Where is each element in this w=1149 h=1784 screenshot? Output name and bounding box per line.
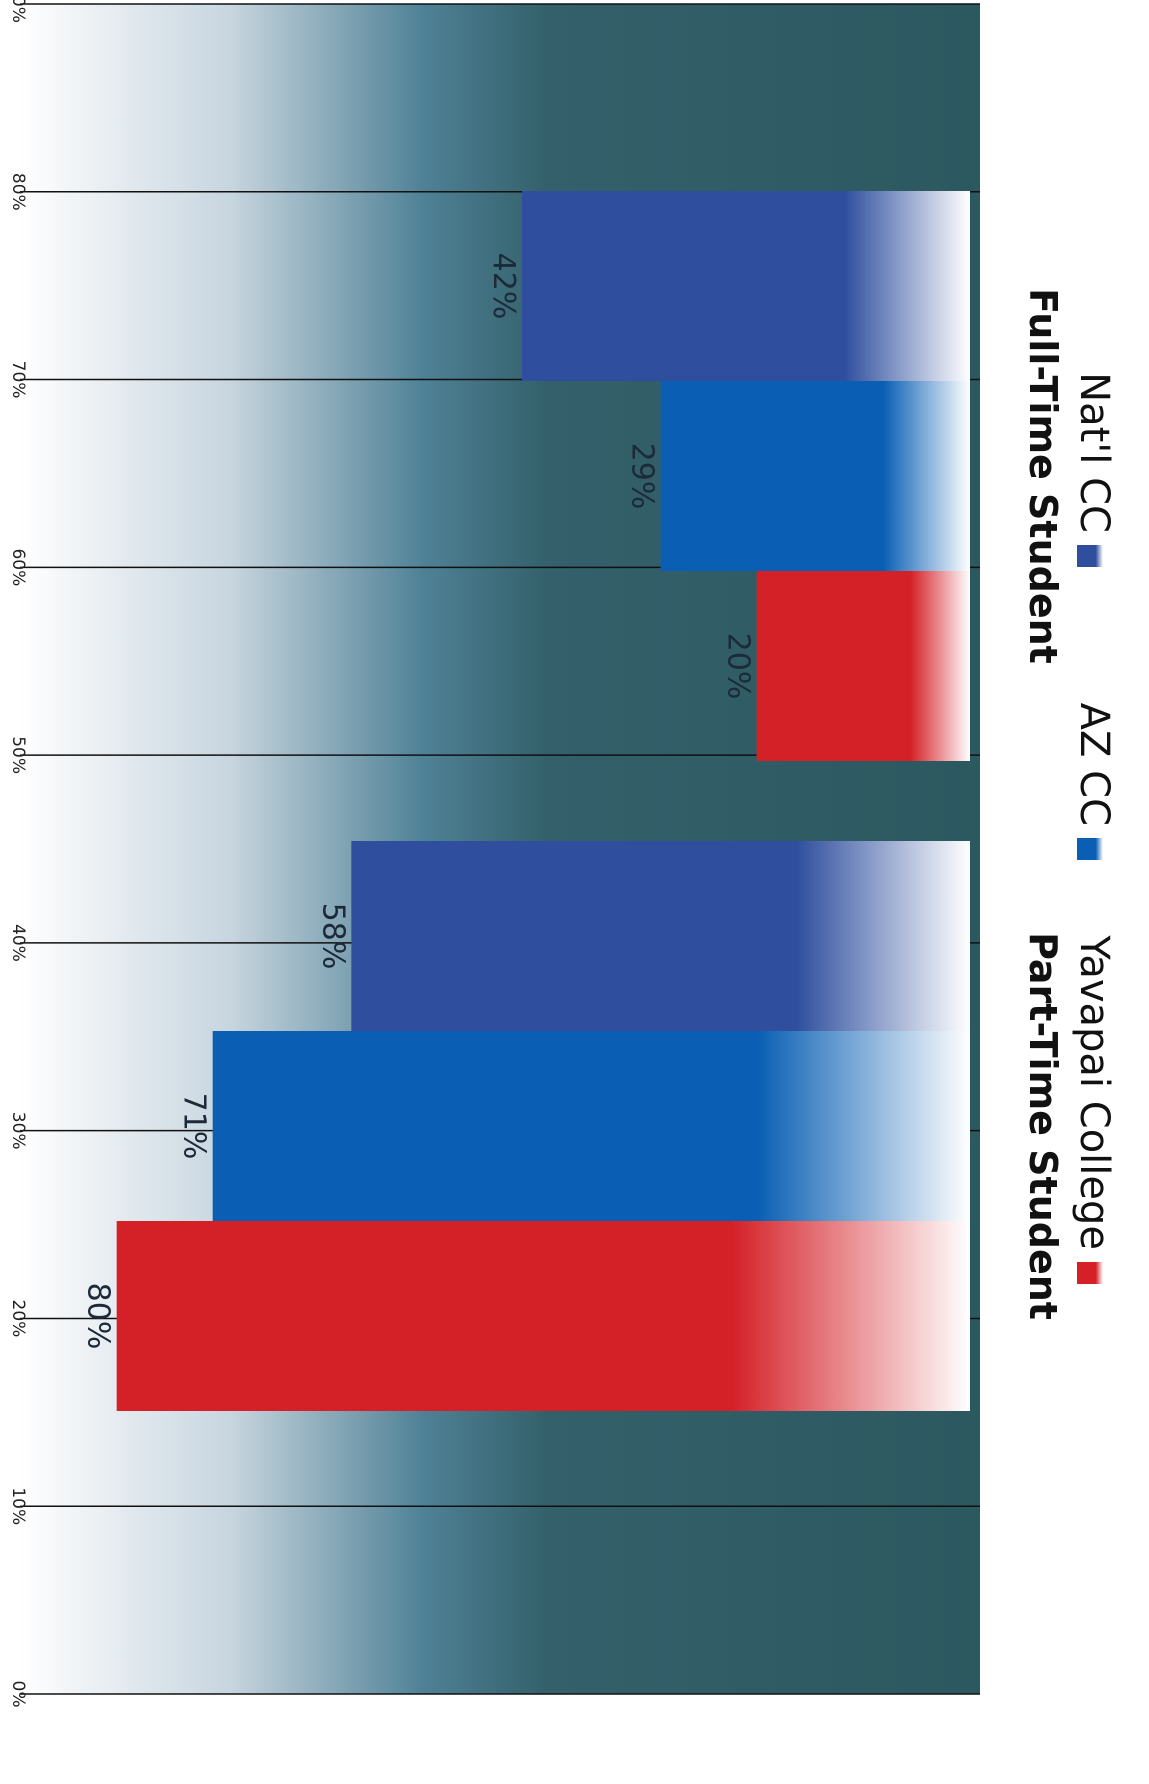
bar-nat-l-cc-0 <box>351 841 970 1031</box>
bar-nat-l-cc-1 <box>522 191 970 381</box>
legend-swatch <box>1077 838 1103 860</box>
y-tick-label: 70% <box>8 361 28 399</box>
y-tick-label: 0% <box>8 1681 28 1708</box>
y-tick-label: 10% <box>8 1487 28 1525</box>
bar-yavapai-college-1 <box>756 571 970 761</box>
bar-az-cc-0 <box>212 1031 970 1221</box>
legend: Yavapai College AZ CC Nat'l CC <box>1071 372 1117 1284</box>
legend-swatch <box>1077 1262 1103 1284</box>
data-label: 71% <box>177 1093 212 1160</box>
category-label: Full-Time Student <box>1021 288 1065 664</box>
legend-label: Yavapai College <box>1071 934 1117 1250</box>
data-label: 29% <box>625 443 660 510</box>
y-tick-label: 20% <box>8 1300 28 1338</box>
y-tick-label: 40% <box>8 924 28 962</box>
legend-label: Nat'l CC <box>1071 372 1117 533</box>
bar-yavapai-college-0 <box>116 1221 970 1411</box>
y-tick-label: 80% <box>8 173 28 211</box>
data-label: 42% <box>486 253 521 320</box>
data-label: 80% <box>81 1283 116 1350</box>
data-label: 58% <box>315 903 350 970</box>
legend-label: AZ CC <box>1071 703 1117 826</box>
y-axis-ticks: 0% 10% 20% 30% 40% 50% 60% 70% 80% 90% <box>8 0 28 1707</box>
bar-az-cc-1 <box>660 381 970 571</box>
category-labels: Part-Time Student Full-Time Student <box>1021 288 1065 1320</box>
category-label: Part-Time Student <box>1021 932 1065 1320</box>
y-tick-label: 30% <box>8 1112 28 1150</box>
y-tick-label: 90% <box>8 0 28 23</box>
legend-swatch <box>1077 545 1103 567</box>
y-tick-label: 60% <box>8 548 28 586</box>
bars: 80% 71% 58% 20% 29% 42% <box>81 191 970 1411</box>
y-tick-label: 50% <box>8 736 28 774</box>
data-label: 20% <box>721 633 756 700</box>
